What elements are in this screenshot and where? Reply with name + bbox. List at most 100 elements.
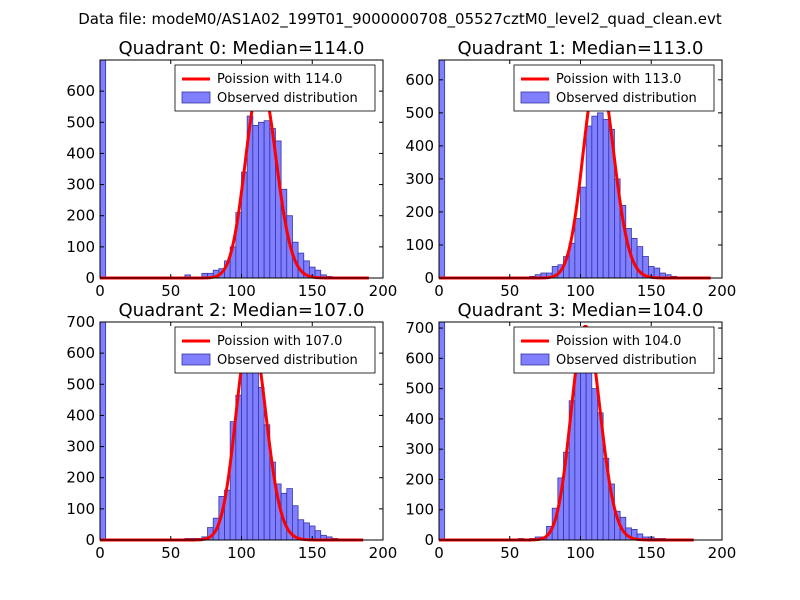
y-tick-label: 200 xyxy=(66,207,95,225)
y-tick-label: 100 xyxy=(405,501,434,519)
histogram-bar xyxy=(591,388,598,541)
x-tick-label: 200 xyxy=(708,544,737,562)
x-tick-label: 100 xyxy=(566,282,595,300)
y-tick-label: 600 xyxy=(66,82,95,100)
legend: Poission with 104.0 Observed distribution xyxy=(513,326,715,374)
y-tick-label: 500 xyxy=(405,380,434,398)
legend-patch-swatch xyxy=(520,353,550,366)
legend-label-poisson: Poission with 104.0 xyxy=(556,334,681,349)
x-tick-label: 50 xyxy=(161,544,180,562)
y-axis: 0 100 200 300 400 500 600 700 xyxy=(405,319,722,549)
y-tick-label: 200 xyxy=(405,470,434,488)
histogram-bar xyxy=(258,386,265,541)
legend-label-observed: Observed distribution xyxy=(217,91,358,106)
x-tick-label: 0 xyxy=(434,282,444,300)
histogram-bar xyxy=(602,119,610,279)
histogram-bar xyxy=(263,120,271,279)
legend-label-observed: Observed distribution xyxy=(556,353,697,368)
x-tick-label: 100 xyxy=(227,544,256,562)
x-tick-label: 150 xyxy=(637,282,666,300)
x-tick-label: 0 xyxy=(95,544,105,562)
histogram-bar xyxy=(99,321,107,541)
histogram-bar xyxy=(574,218,581,279)
legend-patch-swatch xyxy=(181,353,211,366)
y-tick-label: 400 xyxy=(66,144,95,162)
legend: Poission with 114.0 Observed distribution xyxy=(174,64,376,112)
y-tick-label: 700 xyxy=(405,319,434,337)
x-tick-label: 100 xyxy=(227,282,256,300)
figure-title: Data file: modeM0/AS1A02_199T01_90000007… xyxy=(78,10,722,29)
histogram-bar xyxy=(438,321,446,541)
y-tick-label: 300 xyxy=(405,170,434,188)
histogram-bar xyxy=(597,112,604,279)
y-tick-label: 400 xyxy=(405,137,434,155)
y-tick-label: 500 xyxy=(405,104,434,122)
x-tick-label: 200 xyxy=(369,544,398,562)
x-tick-label: 50 xyxy=(500,282,519,300)
histogram-bar xyxy=(99,59,107,279)
x-axis: 0 50 100 150 200 xyxy=(95,60,397,300)
histogram-bar xyxy=(585,125,593,279)
y-tick-label: 700 xyxy=(66,313,95,331)
histogram-bar xyxy=(591,115,598,279)
x-tick-label: 200 xyxy=(708,282,737,300)
y-tick-label: 600 xyxy=(405,349,434,367)
y-tick-label: 0 xyxy=(424,531,434,549)
histogram-bar xyxy=(252,355,259,541)
histogram-bar xyxy=(252,125,259,279)
y-tick-label: 400 xyxy=(66,406,95,424)
legend-label-observed: Observed distribution xyxy=(217,353,358,368)
panel-title: Quadrant 0: Median=114.0 xyxy=(119,38,365,59)
subplot-quadrant-3: Quadrant 3: Median=104.0 0 50 100 150 200 0 100… xyxy=(405,300,736,562)
legend-label-poisson: Poission with 114.0 xyxy=(217,72,342,87)
y-tick-label: 600 xyxy=(405,71,434,89)
x-axis: 0 50 100 150 200 xyxy=(434,322,736,562)
y-tick-label: 200 xyxy=(405,203,434,221)
x-tick-label: 100 xyxy=(566,544,595,562)
legend-label-poisson: Poission with 107.0 xyxy=(217,334,342,349)
y-tick-label: 300 xyxy=(405,440,434,458)
y-tick-label: 500 xyxy=(66,113,95,131)
legend-label-poisson: Poission with 113.0 xyxy=(556,72,681,87)
histogram-bar xyxy=(574,370,581,541)
histogram-bar xyxy=(303,522,310,541)
x-axis: 0 50 100 150 200 xyxy=(95,322,397,562)
subplot-quadrant-0: Quadrant 0: Median=114.0 0 50 100 150 200 0 100… xyxy=(66,38,397,300)
x-tick-label: 150 xyxy=(298,544,327,562)
y-tick-label: 600 xyxy=(66,344,95,362)
y-tick-label: 0 xyxy=(85,269,95,287)
y-tick-label: 500 xyxy=(66,375,95,393)
x-tick-label: 50 xyxy=(161,282,180,300)
legend-label-observed: Observed distribution xyxy=(556,91,697,106)
y-tick-label: 100 xyxy=(66,238,95,256)
subplot-quadrant-1: Quadrant 1: Median=113.0 0 50 100 150 200 0 100… xyxy=(405,38,736,300)
panel-title: Quadrant 1: Median=113.0 xyxy=(458,38,704,59)
y-tick-label: 300 xyxy=(66,438,95,456)
y-axis: 0 100 200 300 400 500 600 xyxy=(66,82,383,287)
legend: Poission with 107.0 Observed distribution xyxy=(174,326,376,374)
x-tick-label: 50 xyxy=(500,544,519,562)
panel-title: Quadrant 3: Median=104.0 xyxy=(458,300,704,321)
histogram-bar xyxy=(258,121,265,279)
histogram-bar xyxy=(241,360,248,541)
x-tick-label: 0 xyxy=(95,282,105,300)
y-axis: 0 100 200 300 400 500 600 xyxy=(405,71,722,287)
x-tick-label: 0 xyxy=(434,544,444,562)
legend-patch-swatch xyxy=(520,91,550,104)
y-tick-label: 100 xyxy=(405,236,434,254)
subplot-quadrant-2: Quadrant 2: Median=107.0 0 50 100 150 200 0 100… xyxy=(66,300,397,562)
y-axis: 0 100 200 300 400 500 600 700 xyxy=(66,313,383,549)
x-tick-label: 150 xyxy=(298,282,327,300)
y-tick-label: 400 xyxy=(405,410,434,428)
y-tick-label: 200 xyxy=(66,469,95,487)
histogram-bar xyxy=(580,186,587,279)
legend-patch-swatch xyxy=(181,91,211,104)
y-tick-label: 100 xyxy=(66,500,95,518)
y-tick-label: 0 xyxy=(424,269,434,287)
histogram-bar xyxy=(580,345,587,541)
y-tick-label: 0 xyxy=(85,531,95,549)
x-tick-label: 150 xyxy=(637,544,666,562)
histogram-bar xyxy=(585,351,593,541)
y-tick-label: 300 xyxy=(66,176,95,194)
